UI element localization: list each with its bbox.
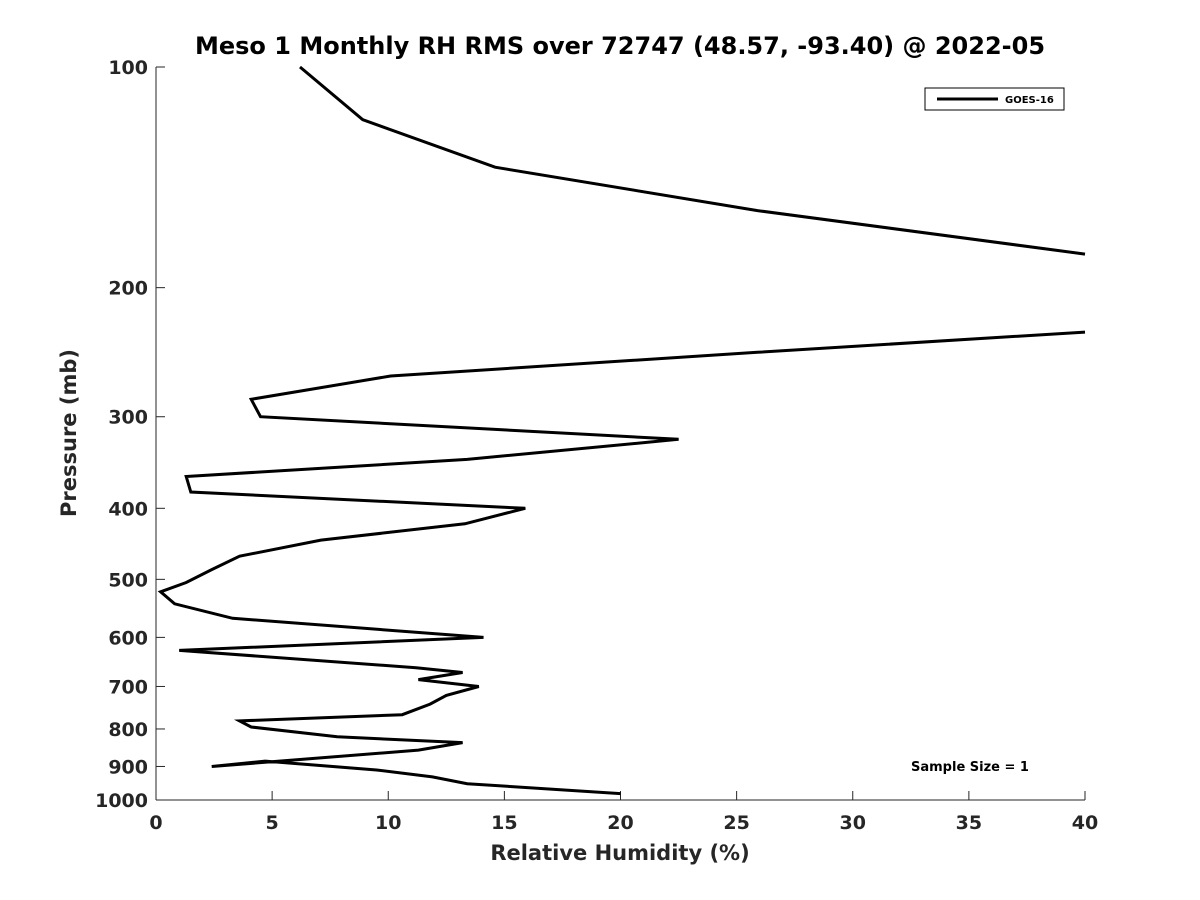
- legend: GOES-16: [924, 87, 1065, 111]
- chart-title: Meso 1 Monthly RH RMS over 72747 (48.57,…: [195, 32, 1045, 60]
- series-line-goes-16-segment-1: [299, 65, 1086, 256]
- sample-size-annotation: Sample Size = 1: [911, 760, 1029, 775]
- x-axis-title: Relative Humidity (%): [490, 841, 749, 865]
- series-layer: [157, 65, 1086, 796]
- y-tick-label: 300: [108, 407, 148, 429]
- x-tick-label: 30: [840, 812, 866, 834]
- x-tick-label: 35: [956, 812, 982, 834]
- y-tick-label: 100: [108, 57, 148, 79]
- x-tick-label: 40: [1072, 812, 1098, 834]
- y-tick-label: 500: [108, 569, 148, 591]
- series-line-goes-16-segment-2: [157, 330, 1086, 796]
- x-tick-label: 5: [266, 812, 279, 834]
- y-tick-label: 400: [108, 498, 148, 520]
- x-tick-label: 10: [375, 812, 401, 834]
- y-tick-label: 200: [108, 278, 148, 300]
- x-tick-label: 25: [723, 812, 749, 834]
- x-tick-label: 15: [491, 812, 517, 834]
- y-tick-label: 1000: [95, 790, 148, 812]
- x-axis-ticks: 0 5 10 15 20 25 30 35 40: [149, 791, 1098, 834]
- y-tick-label: 600: [108, 627, 148, 649]
- y-axis-title: Pressure (mb): [57, 349, 81, 517]
- y-tick-label: 800: [108, 719, 148, 741]
- legend-label-goes-16: GOES-16: [1005, 95, 1054, 106]
- y-axis-ticks: 100 200 300 400 500 600 700 800 900 1000: [95, 57, 165, 812]
- y-tick-label: 700: [108, 676, 148, 698]
- y-tick-label: 900: [108, 756, 148, 778]
- x-tick-label: 0: [149, 812, 162, 834]
- x-tick-label: 20: [607, 812, 633, 834]
